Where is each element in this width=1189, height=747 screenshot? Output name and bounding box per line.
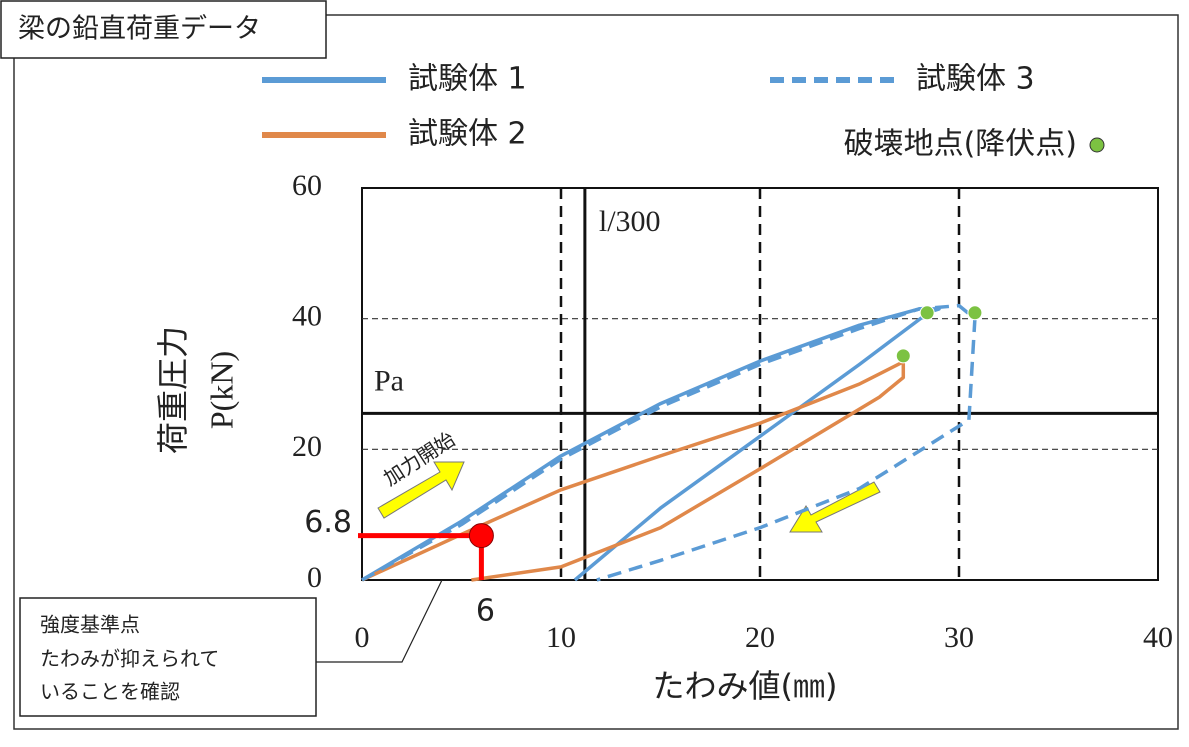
callout-box [19,597,317,717]
legend-label: 試験体 1 [408,62,527,97]
yield-point [895,348,911,364]
leader-line [316,579,443,663]
x-axis-title: たわみ値(㎜) [653,667,838,705]
callout-text: 強度基準点 [40,613,140,637]
reference-label: l/300 [599,205,661,238]
y-tick-label: 20 [292,430,322,463]
callout-text: たわみが抑えられて [40,647,219,671]
legend-label: 試験体 2 [408,117,527,152]
yield-point [967,305,983,321]
legend-label: 試験体 3 [916,62,1035,97]
strength-point [468,523,494,549]
x-tick-label: 30 [944,621,974,654]
title-box [0,0,327,59]
legend-label: 破壊地点(降伏点) [844,127,1077,162]
y-axis-unit: P(kN) [203,351,239,429]
reference-label: Pa [374,364,404,397]
y-axis-title: 荷重圧力 [154,326,192,454]
x-tick-label: 20 [745,621,775,654]
y-tick-label: 0 [307,561,322,594]
y-tick-label: 40 [292,300,322,333]
x-tick-label: 10 [546,621,576,654]
arrow [377,461,465,519]
legend-marker [1089,137,1105,153]
marker-x-label: 6 [476,594,495,629]
marker-y-label: 6.8 [304,505,352,540]
y-tick-label: 60 [292,169,322,202]
x-tick-label: 0 [355,621,370,654]
callout-text: いることを確認 [40,680,180,704]
chart-title: 梁の鉛直荷重データ [18,14,261,45]
yield-point [919,305,935,321]
x-tick-label: 40 [1143,621,1173,654]
series-line [361,303,977,582]
